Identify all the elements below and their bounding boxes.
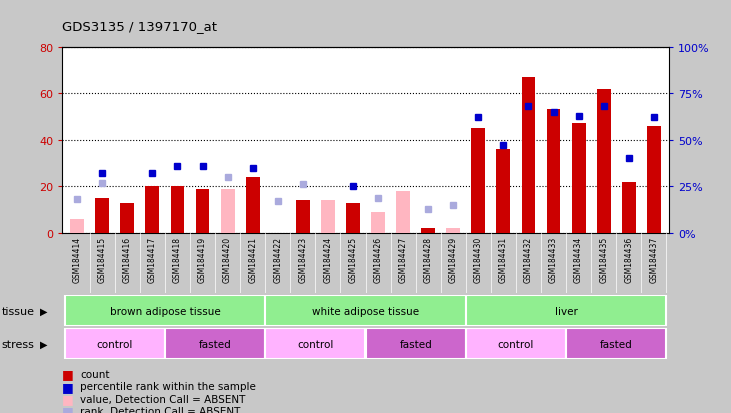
Text: percentile rank within the sample: percentile rank within the sample xyxy=(80,381,257,391)
Bar xyxy=(371,212,385,233)
Text: control: control xyxy=(498,339,534,349)
Bar xyxy=(170,187,184,233)
Text: stress: stress xyxy=(1,339,34,349)
Text: GSM184421: GSM184421 xyxy=(249,236,257,282)
Bar xyxy=(421,229,435,233)
Text: GSM184415: GSM184415 xyxy=(98,236,107,282)
Text: GSM184437: GSM184437 xyxy=(649,236,659,282)
Text: fasted: fasted xyxy=(199,339,232,349)
Text: ■: ■ xyxy=(62,392,74,405)
Bar xyxy=(145,187,159,233)
Text: GSM184434: GSM184434 xyxy=(574,236,583,282)
Bar xyxy=(522,78,535,233)
Text: GDS3135 / 1397170_at: GDS3135 / 1397170_at xyxy=(62,20,217,33)
Bar xyxy=(95,199,109,233)
Text: control: control xyxy=(96,339,133,349)
Bar xyxy=(70,219,84,233)
Text: GSM184435: GSM184435 xyxy=(599,236,608,282)
Bar xyxy=(121,203,135,233)
Text: GSM184424: GSM184424 xyxy=(323,236,333,282)
Text: count: count xyxy=(80,369,110,379)
Bar xyxy=(221,189,235,233)
Text: liver: liver xyxy=(555,306,577,316)
Bar xyxy=(466,328,566,359)
Text: GSM184419: GSM184419 xyxy=(198,236,207,282)
Text: GSM184429: GSM184429 xyxy=(449,236,458,282)
Bar xyxy=(547,110,561,233)
Text: ▶: ▶ xyxy=(40,339,48,349)
Bar xyxy=(396,192,410,233)
Text: GSM184414: GSM184414 xyxy=(72,236,82,282)
Bar xyxy=(296,201,310,233)
Text: GSM184436: GSM184436 xyxy=(624,236,633,282)
Bar xyxy=(196,189,209,233)
Bar xyxy=(64,328,165,359)
Text: GSM184417: GSM184417 xyxy=(148,236,157,282)
Bar xyxy=(366,328,466,359)
Text: ■: ■ xyxy=(62,367,74,380)
Bar xyxy=(447,229,460,233)
Bar xyxy=(647,126,661,233)
Bar xyxy=(165,328,265,359)
Text: GSM184420: GSM184420 xyxy=(223,236,232,282)
Bar xyxy=(246,178,260,233)
Bar xyxy=(265,328,366,359)
Bar xyxy=(596,89,610,233)
Text: GSM184427: GSM184427 xyxy=(398,236,408,282)
Text: ▶: ▶ xyxy=(40,306,48,316)
Text: GSM184426: GSM184426 xyxy=(374,236,382,282)
Bar xyxy=(265,295,466,326)
Text: control: control xyxy=(298,339,333,349)
Bar xyxy=(622,182,636,233)
Text: GSM184425: GSM184425 xyxy=(349,236,357,282)
Text: GSM184430: GSM184430 xyxy=(474,236,482,282)
Bar xyxy=(566,328,667,359)
Text: value, Detection Call = ABSENT: value, Detection Call = ABSENT xyxy=(80,394,246,404)
Text: fasted: fasted xyxy=(399,339,432,349)
Text: GSM184433: GSM184433 xyxy=(549,236,558,282)
Bar xyxy=(466,295,667,326)
Text: fasted: fasted xyxy=(600,339,632,349)
Text: GSM184422: GSM184422 xyxy=(273,236,282,282)
Text: brown adipose tissue: brown adipose tissue xyxy=(110,306,220,316)
Text: GSM184418: GSM184418 xyxy=(173,236,182,282)
Text: tissue: tissue xyxy=(1,306,34,316)
Text: ■: ■ xyxy=(62,380,74,393)
Bar xyxy=(321,201,335,233)
Bar xyxy=(346,203,360,233)
Text: GSM184416: GSM184416 xyxy=(123,236,132,282)
Bar xyxy=(471,129,485,233)
Bar xyxy=(496,150,510,233)
Text: white adipose tissue: white adipose tissue xyxy=(312,306,419,316)
Bar xyxy=(64,295,265,326)
Text: GSM184432: GSM184432 xyxy=(524,236,533,282)
Bar xyxy=(572,124,586,233)
Text: GSM184428: GSM184428 xyxy=(424,236,433,282)
Text: GSM184423: GSM184423 xyxy=(298,236,307,282)
Text: ■: ■ xyxy=(62,404,74,413)
Text: GSM184431: GSM184431 xyxy=(499,236,508,282)
Text: rank, Detection Call = ABSENT: rank, Detection Call = ABSENT xyxy=(80,406,240,413)
